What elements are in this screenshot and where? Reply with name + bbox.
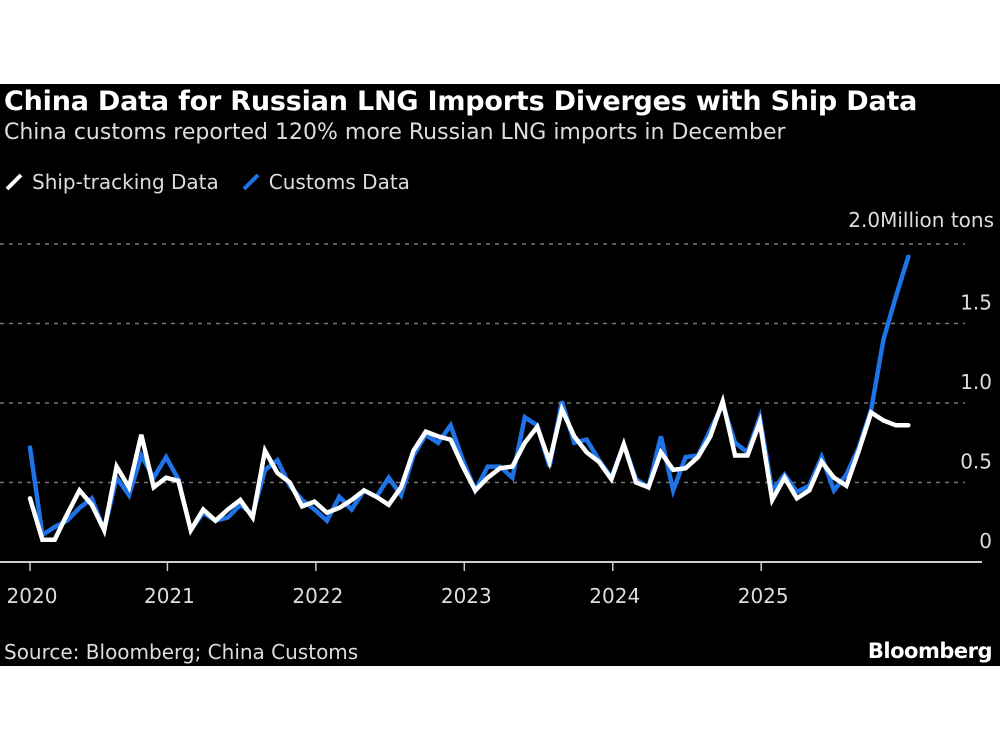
y-axis-unit-label: 2.0Million tons bbox=[848, 208, 994, 232]
legend: Ship-tracking Data Customs Data bbox=[4, 170, 410, 194]
legend-swatch-customs bbox=[242, 173, 260, 191]
legend-label-ship: Ship-tracking Data bbox=[32, 170, 219, 194]
y-tick-label: 0 bbox=[979, 529, 992, 553]
series-line-ship-tracking bbox=[27, 393, 911, 542]
legend-item-customs: Customs Data bbox=[241, 170, 410, 194]
legend-item-ship: Ship-tracking Data bbox=[4, 170, 219, 194]
x-tick-label: 2023 bbox=[441, 584, 492, 608]
chart-subtitle: China customs reported 120% more Russian… bbox=[4, 120, 786, 145]
bloomberg-logo: Bloomberg bbox=[867, 639, 993, 663]
legend-swatch-ship bbox=[5, 173, 23, 191]
x-tick-label: 2022 bbox=[292, 584, 343, 608]
legend-label-customs: Customs Data bbox=[268, 170, 410, 194]
y-tick-label: 1.5 bbox=[960, 291, 992, 315]
y-tick-label: 0.5 bbox=[960, 450, 992, 474]
x-tick-label: 2021 bbox=[144, 584, 195, 608]
x-tick-label: 2025 bbox=[738, 584, 789, 608]
chart-panel: China Data for Russian LNG Imports Diver… bbox=[0, 84, 1000, 666]
line-chart: 0 0.5 1.0 1.5 2020 2021 2022 2023 2024 2025 bbox=[0, 243, 992, 608]
source-note: Source: Bloomberg; China Customs bbox=[4, 640, 359, 664]
x-tick-label: 2020 bbox=[7, 584, 58, 608]
x-tick-label: 2024 bbox=[589, 584, 640, 608]
y-tick-label: 1.0 bbox=[960, 370, 992, 394]
chart-title: China Data for Russian LNG Imports Diver… bbox=[4, 86, 918, 117]
